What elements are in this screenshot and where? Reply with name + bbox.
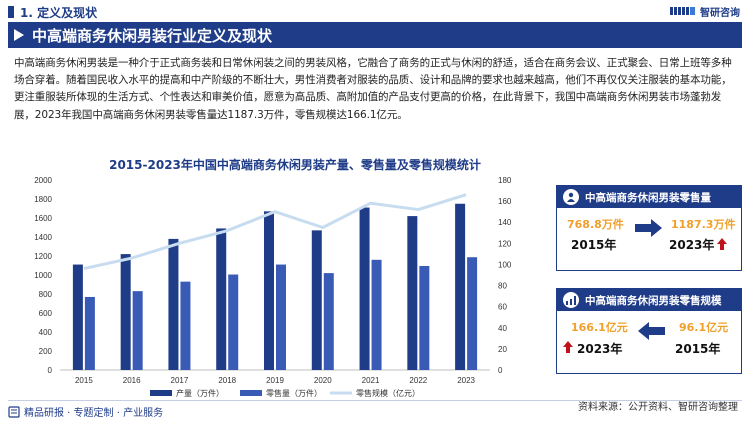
y-right-tick-label: 160 [498, 197, 512, 206]
right-arrow-icon [635, 219, 662, 237]
x-tick-label: 2021 [362, 376, 380, 385]
left-arrow-icon [638, 322, 665, 340]
bar-output [216, 228, 227, 370]
intro-paragraph: 中高端商务休闲男装是一种介于正式商务装和日常休闲装之间的男装风格，它融合了商务的… [14, 57, 732, 121]
bar-retail-volume [467, 257, 478, 370]
y-left-tick-label: 600 [39, 309, 53, 318]
y-left-tick-label: 1800 [34, 195, 52, 204]
y-left-tick-label: 1200 [34, 252, 52, 261]
brand-icon [670, 7, 695, 15]
from-value: 768.8万件 [567, 218, 624, 231]
y-left-tick-label: 1400 [34, 233, 52, 242]
bar-retail-volume [419, 265, 430, 370]
y-right-tick-label: 180 [498, 176, 512, 185]
footer: 精品研报 · 专题定制 · 产业服务 [8, 404, 163, 419]
bar-retail-volume [323, 273, 334, 370]
card-body: 768.8万件 2015年 1187.3万件 2023年 [557, 208, 741, 270]
y-right-tick-label: 20 [498, 345, 507, 354]
bar-retail-volume [276, 264, 286, 370]
card-title: 中高端商务休闲男装零售量 [585, 191, 711, 204]
y-left-tick-label: 400 [39, 328, 53, 337]
legend-label: 零售规模（亿元） [356, 388, 420, 398]
from-year: 2015年 [571, 238, 617, 252]
y-left-tick-label: 800 [39, 290, 53, 299]
y-left-tick-label: 200 [39, 347, 53, 356]
x-tick-label: 2015 [75, 376, 93, 385]
section-header: 1. 定义及现状 [8, 4, 97, 20]
section-marker [8, 6, 14, 18]
bar-retail-volume [84, 296, 95, 370]
y-right-tick-label: 60 [498, 303, 507, 312]
up-arrow-icon [563, 341, 573, 353]
y-right-tick-label: 120 [498, 239, 512, 248]
bar-retail-volume [132, 291, 143, 370]
to-year: 2023年 [577, 342, 623, 356]
x-tick-label: 2020 [314, 376, 332, 385]
bar-output [72, 264, 83, 370]
card-title: 中高端商务休闲男装零售规模 [585, 294, 722, 307]
legend-label: 零售量（万件） [266, 388, 322, 398]
page-title: 中高端商务休闲男装行业定义及现状 [32, 26, 273, 45]
legend-swatch [240, 390, 262, 396]
x-tick-label: 2023 [457, 376, 475, 385]
trend-chart-icon [563, 292, 579, 308]
x-tick-label: 2016 [123, 376, 141, 385]
from-year: 2015年 [675, 342, 721, 356]
banner-arrow-icon [14, 29, 24, 41]
bar-output [264, 211, 274, 370]
card-header: 中高端商务休闲男装零售规模 [557, 289, 741, 311]
footer-divider [8, 400, 742, 401]
y-left-tick-label: 0 [48, 366, 53, 375]
brand-name: 智研咨询 [700, 7, 740, 19]
bar-output [455, 203, 466, 370]
bar-retail-volume [228, 274, 239, 370]
book-icon [8, 405, 20, 418]
bar-output [168, 238, 179, 370]
y-left-tick-label: 1600 [34, 214, 52, 223]
to-year: 2023年 [669, 238, 715, 252]
sales-scale-card: 中高端商务休闲男装零售规模 166.1亿元 2023年 96.1亿元 2015年 [556, 288, 742, 374]
y-right-tick-label: 80 [498, 282, 507, 291]
title-banner: 中高端商务休闲男装行业定义及现状 [8, 22, 742, 48]
y-right-tick-label: 140 [498, 218, 512, 227]
from-value: 96.1亿元 [679, 321, 729, 334]
up-arrow-icon [717, 238, 727, 250]
x-tick-label: 2022 [409, 376, 427, 385]
y-left-tick-label: 1000 [34, 271, 52, 280]
bar-output [407, 216, 418, 370]
x-tick-label: 2017 [171, 376, 189, 385]
footer-tagline: 精品研报 · 专题定制 · 产业服务 [24, 408, 164, 419]
source-note: 资料来源：公开资料、智研咨询整理 [578, 402, 738, 413]
y-right-tick-label: 0 [498, 366, 503, 375]
y-left-tick-label: 2000 [34, 176, 52, 185]
legend-swatch [150, 390, 172, 396]
users-icon [563, 189, 579, 205]
bar-output [120, 254, 131, 370]
card-header: 中高端商务休闲男装零售量 [557, 186, 741, 208]
brand-logo: 智研咨询 [670, 3, 740, 19]
card-body: 166.1亿元 2023年 96.1亿元 2015年 [557, 311, 741, 373]
y-right-tick-label: 40 [498, 324, 507, 333]
bar-retail-volume [371, 259, 382, 370]
bar-line-chart: 0 200 400 600 800 1000 1200 1400 1600 1800 2000 0 20… [34, 176, 512, 398]
to-value: 166.1亿元 [571, 321, 628, 334]
section-title: 1. 定义及现状 [20, 5, 98, 20]
y-right-tick-label: 100 [498, 260, 512, 269]
sales-volume-card: 中高端商务休闲男装零售量 768.8万件 2015年 1187.3万件 2023… [556, 185, 742, 271]
bar-retail-volume [180, 281, 191, 370]
to-value: 1187.3万件 [671, 218, 736, 231]
bar-output [311, 230, 322, 370]
bar-output [359, 207, 370, 370]
x-tick-label: 2018 [218, 376, 236, 385]
chart-title: 2015-2023年中国中高端商务休闲男装产量、零售量及零售规模统计 [109, 158, 481, 172]
legend-label: 产量（万件） [176, 388, 224, 398]
x-tick-label: 2019 [266, 376, 284, 385]
